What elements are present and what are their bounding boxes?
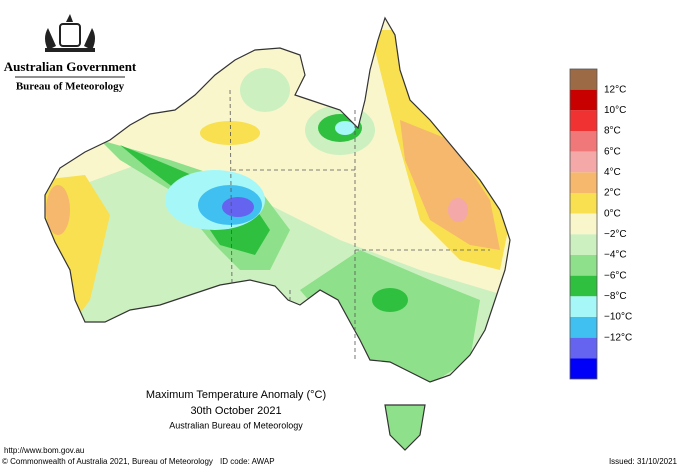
footer-url: http://www.bom.gov.au <box>4 446 84 455</box>
legend-label: 12°C <box>604 84 626 95</box>
legend-swatch <box>570 296 597 317</box>
agency-name: Bureau of Meteorology <box>16 81 125 93</box>
legend-label: −10°C <box>604 312 632 323</box>
legend-label: 6°C <box>604 146 621 157</box>
legend-swatch <box>570 89 597 111</box>
legend-label: 8°C <box>604 126 621 137</box>
legend-label: −8°C <box>604 291 627 302</box>
legend-swatch <box>570 337 597 359</box>
footer-issued: Issued: 31/10/2021 <box>609 457 678 466</box>
legend-label: 2°C <box>604 188 621 199</box>
legend-label: 0°C <box>604 208 621 219</box>
legend-swatch <box>570 110 597 131</box>
legend-swatch <box>570 213 597 235</box>
legend-swatch <box>570 234 597 255</box>
map-date: 30th October 2021 <box>190 405 281 417</box>
legend-swatch <box>570 255 597 276</box>
footer-id: ID code: AWAP <box>220 457 275 466</box>
footer-copyright: © Commonwealth of Australia 2021, Bureau… <box>2 457 213 466</box>
map-title: Maximum Temperature Anomaly (°C) <box>146 389 326 401</box>
legend-frame <box>569 68 598 380</box>
legend-swatch <box>570 358 597 379</box>
coat-of-arms <box>45 14 95 52</box>
legend-swatch <box>570 172 597 193</box>
legend-swatch <box>570 193 597 214</box>
legend-label: −2°C <box>604 229 627 240</box>
legend-swatch <box>570 275 597 297</box>
map-source: Australian Bureau of Meteorology <box>169 420 303 430</box>
government-name: Australian Government <box>4 59 137 74</box>
legend-swatch <box>570 317 597 338</box>
legend-label: −6°C <box>604 270 627 281</box>
legend-label: 10°C <box>604 105 626 116</box>
legend-label: −12°C <box>604 332 632 343</box>
legend-label: −4°C <box>604 250 627 261</box>
legend-label: 4°C <box>604 167 621 178</box>
legend-swatch <box>570 131 597 152</box>
legend-swatch <box>570 151 597 173</box>
legend-swatch <box>570 69 597 90</box>
legend: 12°C 10°C 8°C 6°C 4°C 2°C 0°C −2°C −4°C −6°C −8°C −… <box>569 68 632 380</box>
